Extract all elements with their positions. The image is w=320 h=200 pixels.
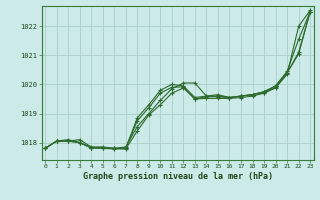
X-axis label: Graphe pression niveau de la mer (hPa): Graphe pression niveau de la mer (hPa) xyxy=(83,172,273,181)
